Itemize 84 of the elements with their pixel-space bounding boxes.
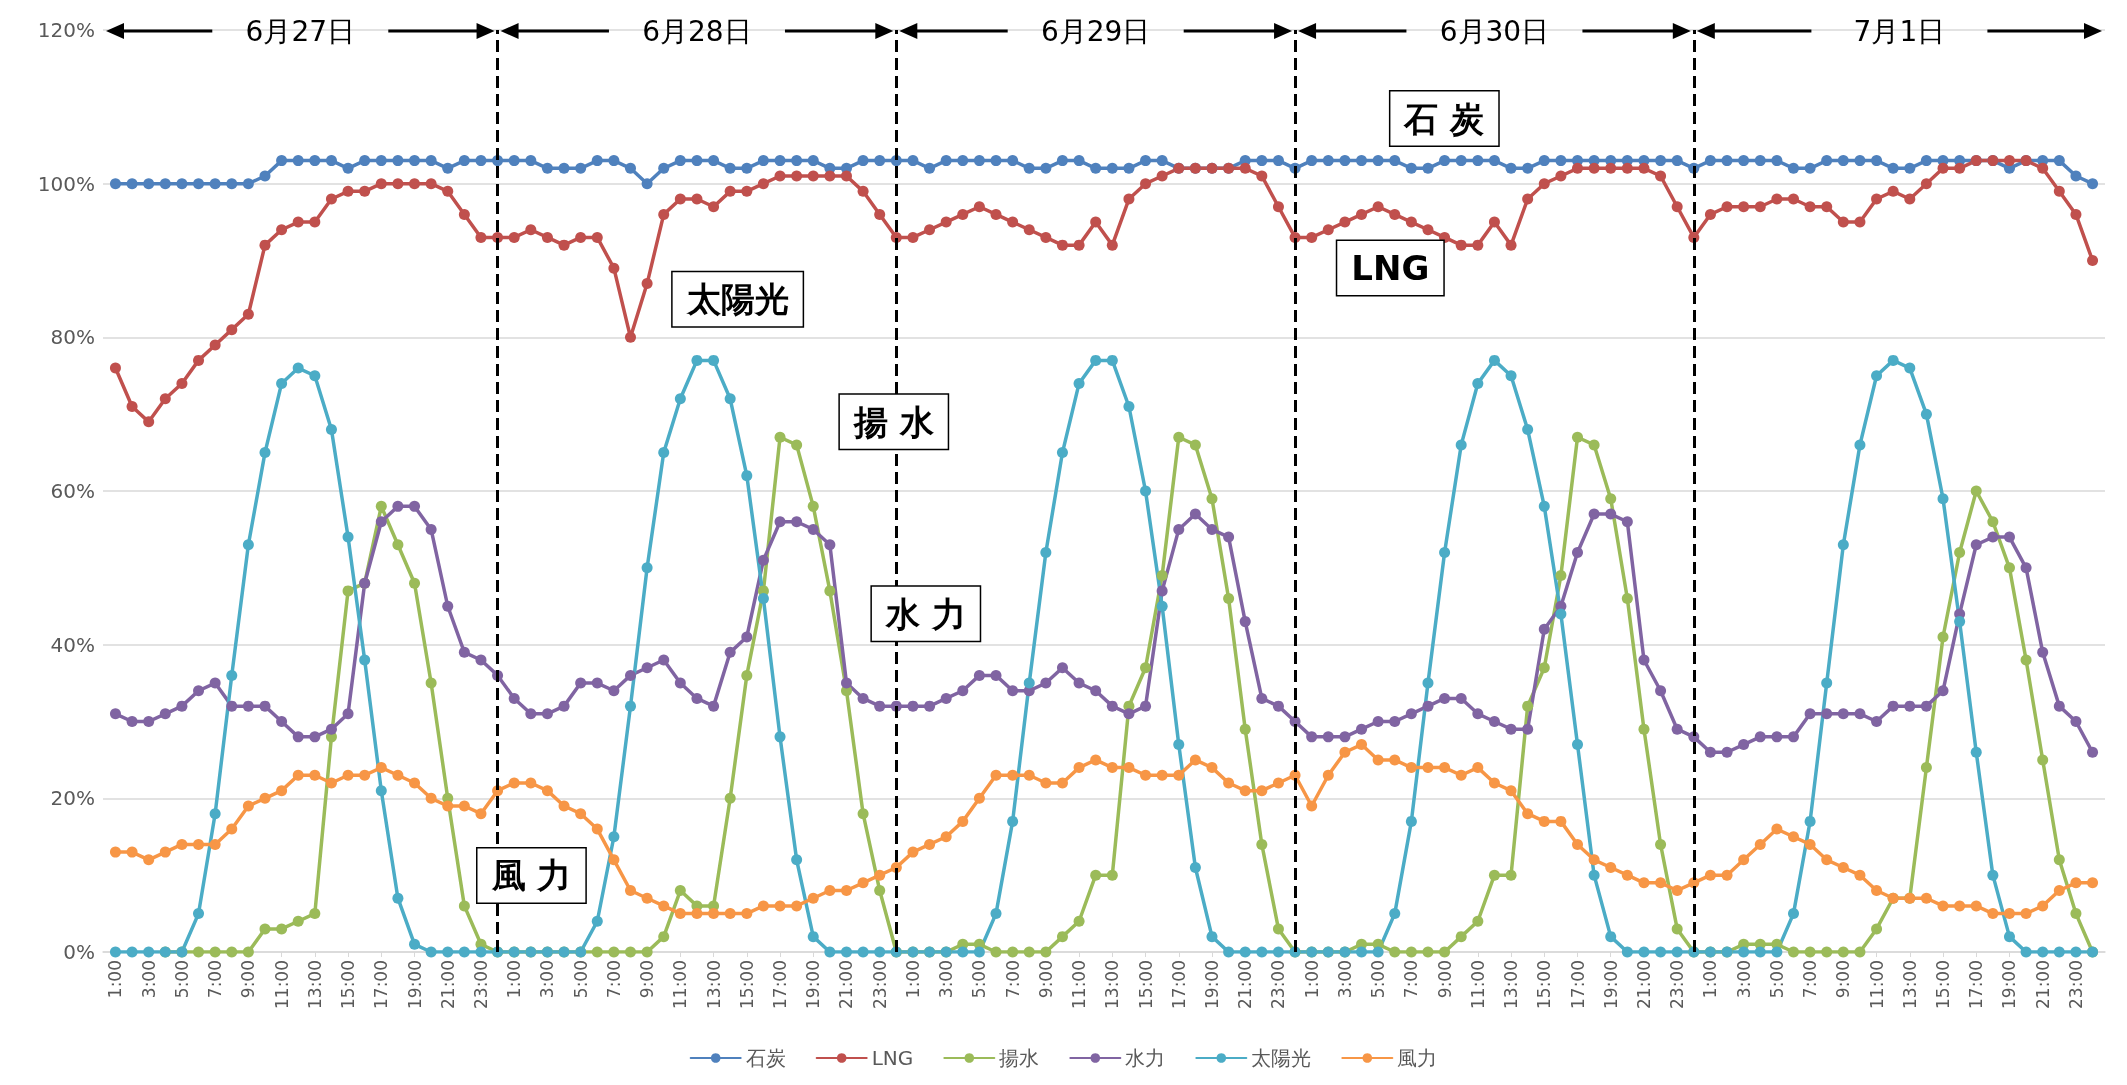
x-tick-label: 19:00 [1999, 960, 2020, 1009]
annotation: 7月1日 [1853, 14, 1946, 48]
annotation: 揚 水 [852, 401, 934, 442]
x-tick-label: 17:00 [371, 960, 392, 1009]
x-tick-label: 13:00 [703, 960, 724, 1009]
x-tick-label: 1:00 [1301, 960, 1322, 999]
annotation: 水 力 [884, 593, 966, 634]
legend-label: 揚水 [999, 1046, 1040, 1070]
x-tick-label: 17:00 [1168, 960, 1189, 1009]
annotation: 6月29日 [1040, 14, 1151, 48]
annotation: 6月30日 [1439, 14, 1550, 48]
x-tick-label: 23:00 [1667, 960, 1688, 1009]
x-tick-label: 1:00 [1700, 960, 1721, 999]
x-tick-label: 19:00 [1600, 960, 1621, 1009]
x-tick-label: 13:00 [304, 960, 325, 1009]
x-tick-label: 17:00 [1966, 960, 1987, 1009]
x-tick-label: 9:00 [1833, 960, 1854, 999]
x-tick-label: 11:00 [1069, 960, 1090, 1009]
x-tick-label: 15:00 [736, 960, 757, 1009]
x-tick-label: 19:00 [803, 960, 824, 1009]
annotation: 風 力 [490, 855, 572, 896]
x-tick-label: 23:00 [2065, 960, 2086, 1009]
annotation: 石 炭 [1403, 98, 1485, 139]
x-tick-label: 7:00 [205, 960, 226, 999]
x-tick-label: 11:00 [670, 960, 691, 1009]
y-tick-label: 120% [37, 18, 95, 42]
y-tick-label: 40% [50, 632, 95, 657]
x-tick-label: 13:00 [1899, 960, 1920, 1009]
x-tick-label: 17:00 [1567, 960, 1588, 1009]
x-tick-label: 21:00 [1235, 960, 1256, 1009]
legend-label: LNG [871, 1046, 914, 1070]
x-tick-label: 19:00 [1201, 960, 1222, 1009]
x-tick-label: 9:00 [637, 960, 658, 999]
x-tick-label: 9:00 [238, 960, 259, 999]
x-tick-label: 15:00 [1933, 960, 1954, 1009]
annotation: 6月28日 [642, 14, 752, 48]
x-tick-label: 19:00 [404, 960, 425, 1009]
annotation: LNG [1351, 247, 1430, 288]
x-tick-label: 15:00 [1135, 960, 1156, 1009]
annotation: 太陽光 [685, 279, 789, 320]
x-tick-label: 3:00 [138, 960, 159, 999]
x-tick-label: 9:00 [1434, 960, 1455, 999]
x-tick-label: 9:00 [1035, 960, 1056, 999]
x-tick-label: 13:00 [1501, 960, 1522, 1009]
x-tick-label: 3:00 [936, 960, 957, 999]
x-tick-label: 15:00 [1534, 960, 1555, 1009]
x-tick-label: 11:00 [1866, 960, 1887, 1009]
x-tick-label: 23:00 [1268, 960, 1289, 1009]
x-tick-label: 7:00 [1800, 960, 1821, 999]
x-tick-label: 21:00 [2032, 960, 2053, 1009]
x-tick-label: 1:00 [105, 960, 126, 999]
x-tick-label: 21:00 [836, 960, 857, 1009]
legend-label: 石炭 [745, 1046, 786, 1070]
x-tick-label: 3:00 [1334, 960, 1355, 999]
x-tick-label: 3:00 [537, 960, 558, 999]
x-tick-label: 1:00 [902, 960, 923, 999]
x-tick-label: 21:00 [437, 960, 458, 1009]
x-tick-label: 21:00 [1633, 960, 1654, 1009]
x-tick-label: 23:00 [869, 960, 890, 1009]
x-tick-label: 5:00 [171, 960, 192, 999]
x-tick-label: 7:00 [1401, 960, 1422, 999]
x-tick-label: 11:00 [271, 960, 292, 1009]
x-tick-label: 15:00 [338, 960, 359, 1009]
y-tick-label: 80% [50, 325, 95, 350]
x-tick-label: 3:00 [1733, 960, 1754, 999]
x-tick-label: 17:00 [770, 960, 791, 1009]
y-tick-label: 100% [37, 171, 95, 196]
legend-label: 太陽光 [1251, 1046, 1312, 1070]
x-tick-label: 7:00 [1002, 960, 1023, 999]
x-tick-label: 5:00 [570, 960, 591, 999]
x-tick-label: 13:00 [1102, 960, 1123, 1009]
legend-label: 水力 [1125, 1046, 1166, 1070]
x-tick-label: 5:00 [1766, 960, 1787, 999]
x-tick-label: 23:00 [470, 960, 491, 1009]
x-tick-label: 11:00 [1467, 960, 1488, 1009]
x-tick-label: 1:00 [504, 960, 525, 999]
annotation: 6月27日 [245, 14, 356, 48]
legend-label: 風力 [1397, 1046, 1438, 1070]
y-tick-label: 60% [50, 479, 95, 503]
x-tick-label: 7:00 [603, 960, 624, 999]
x-tick-label: 5:00 [1368, 960, 1389, 999]
y-tick-label: 20% [50, 786, 95, 811]
y-tick-label: 0% [63, 940, 95, 964]
x-tick-label: 5:00 [969, 960, 990, 999]
